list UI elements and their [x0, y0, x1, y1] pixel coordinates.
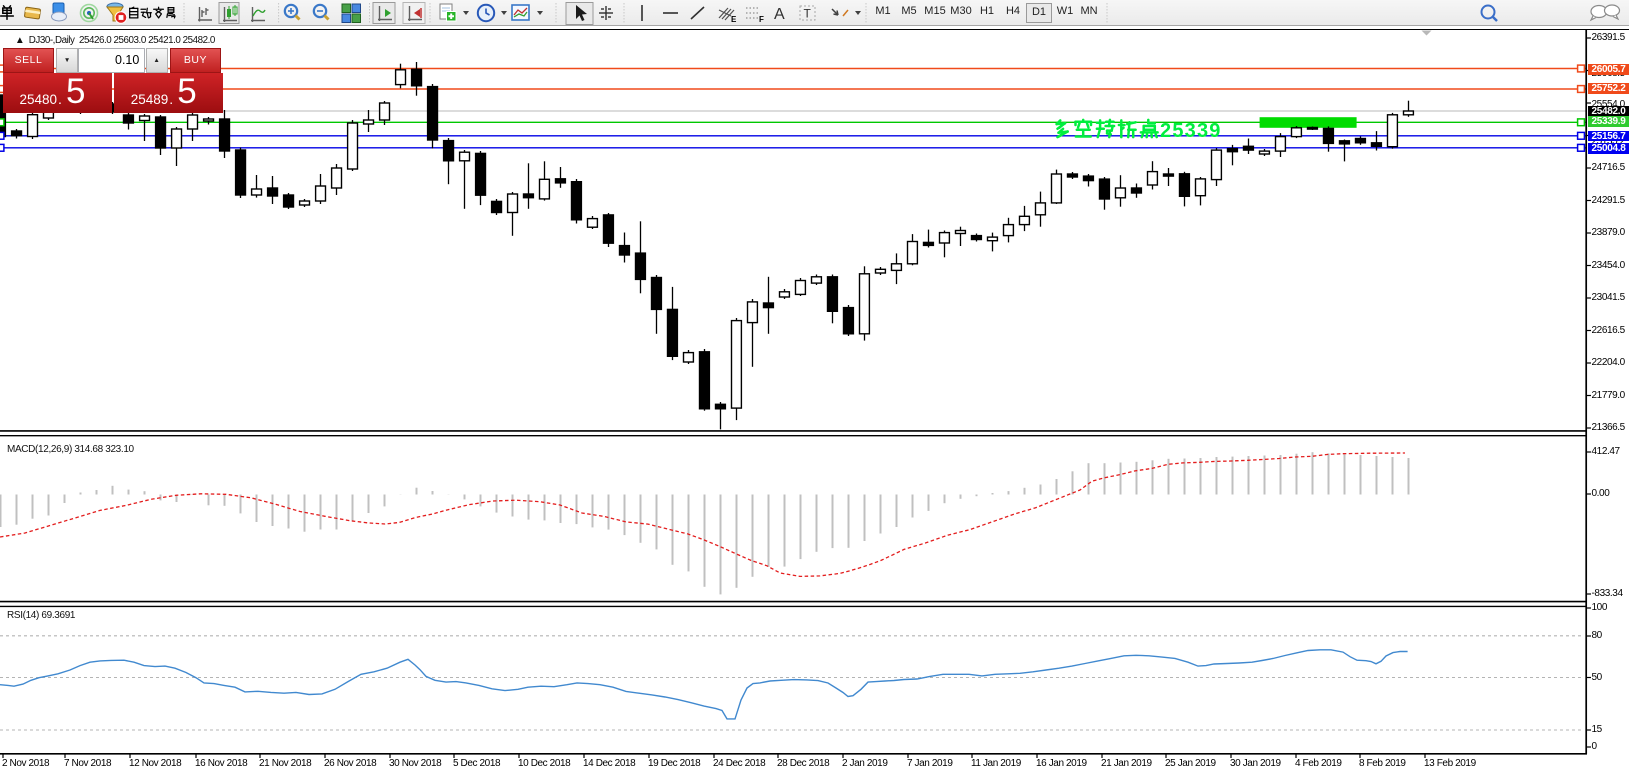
svg-text:T: T [804, 7, 812, 21]
svg-text:F: F [759, 15, 764, 24]
svg-text:E: E [731, 15, 737, 24]
svg-text:A: A [774, 6, 785, 23]
